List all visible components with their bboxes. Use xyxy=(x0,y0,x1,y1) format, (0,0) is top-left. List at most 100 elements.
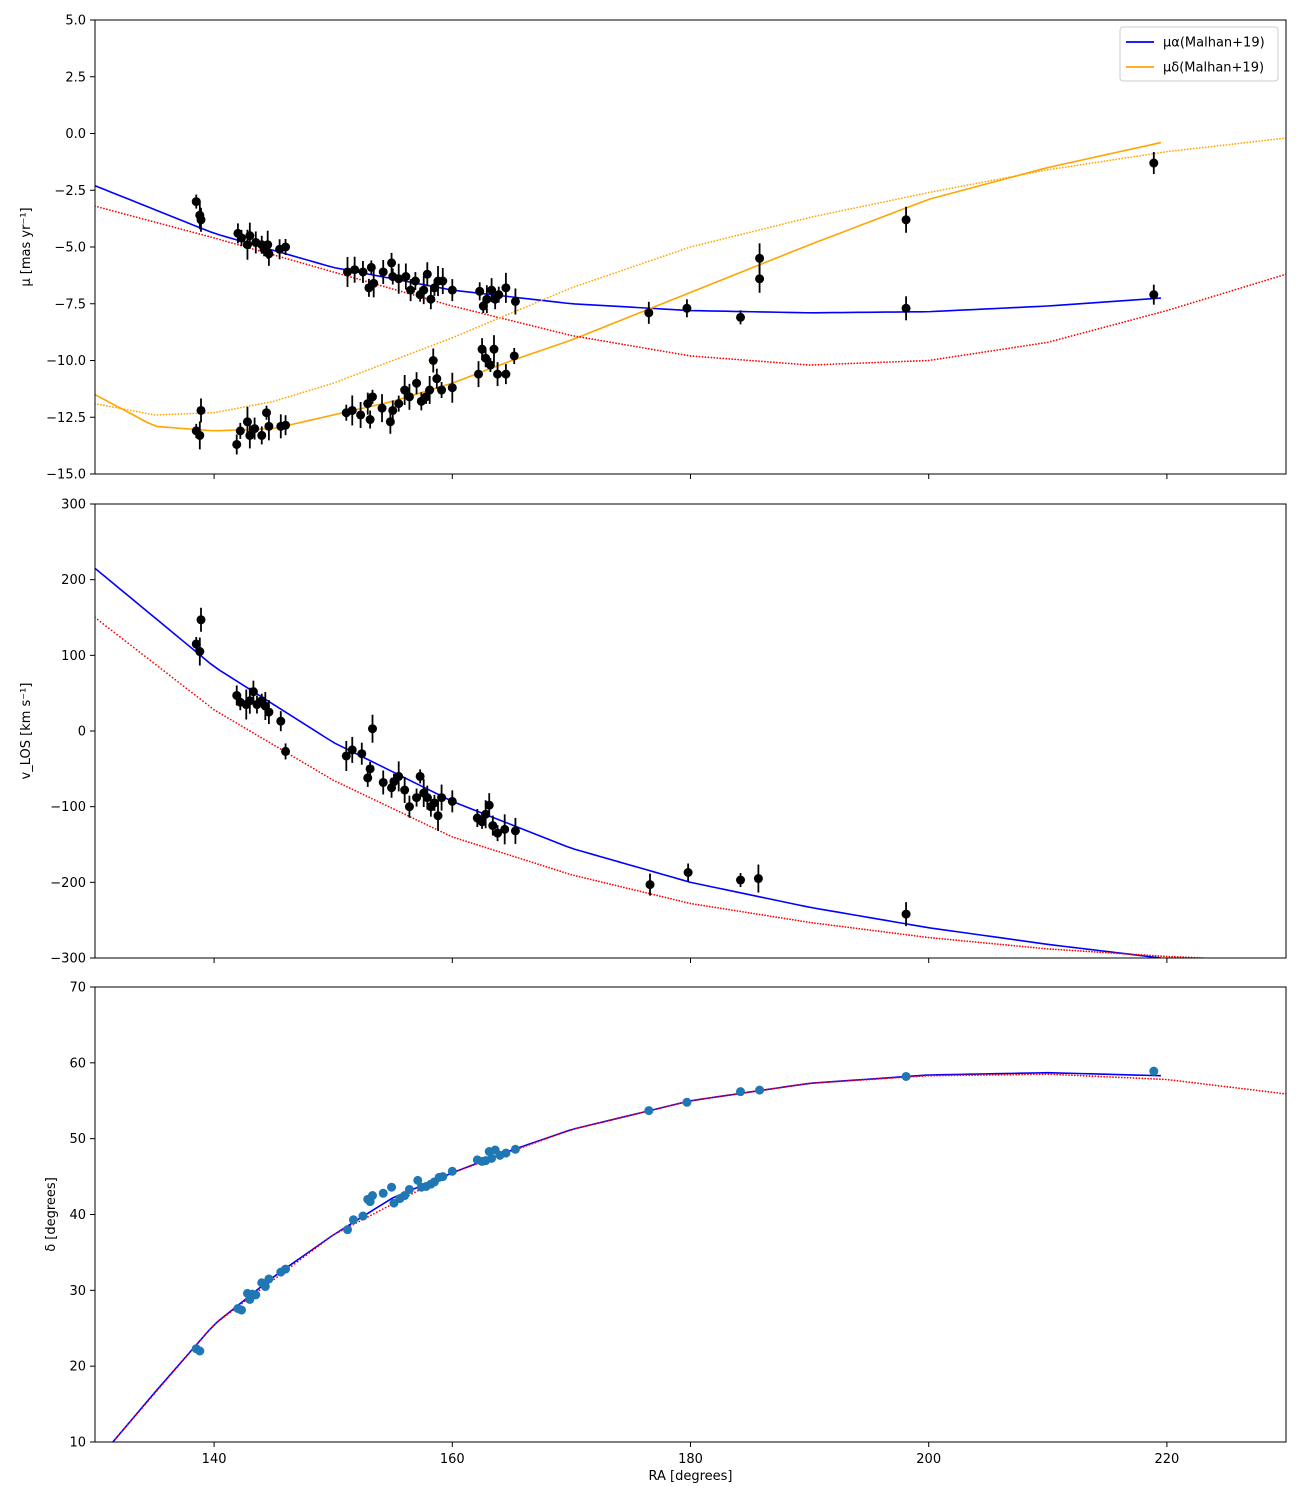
track-dot xyxy=(1216,294,1219,297)
data-point xyxy=(755,253,765,263)
track-dot xyxy=(111,210,114,212)
track-dot xyxy=(469,1165,472,1168)
track-dot xyxy=(141,1407,144,1409)
data-point xyxy=(257,430,267,440)
track-dot xyxy=(694,903,697,906)
data-point xyxy=(437,793,447,803)
track-dot xyxy=(1024,1073,1026,1076)
track-dot xyxy=(546,328,549,331)
track-dot xyxy=(1052,168,1055,170)
track-dot xyxy=(1079,950,1082,952)
series-4-points xyxy=(191,194,1159,325)
track-dot xyxy=(681,900,683,903)
track-dot xyxy=(642,1111,645,1113)
track-dot xyxy=(796,219,799,222)
track-dot xyxy=(162,413,165,416)
track-dot xyxy=(512,855,515,858)
track-dot xyxy=(305,390,308,393)
data-point xyxy=(477,344,487,354)
track-dot xyxy=(362,370,364,373)
track-dot xyxy=(844,209,847,211)
track-dot xyxy=(1252,140,1255,143)
track-dot xyxy=(120,1430,123,1433)
track-dot xyxy=(192,412,195,415)
track-dot xyxy=(683,901,686,904)
track-dot xyxy=(451,336,454,339)
track-dot xyxy=(469,309,472,312)
track-dot xyxy=(769,361,772,363)
track-dot xyxy=(378,1209,381,1212)
track-dot xyxy=(1201,298,1204,301)
track-dot xyxy=(1229,1086,1232,1089)
track-dot xyxy=(218,712,221,714)
track-dot xyxy=(740,358,743,361)
track-dot xyxy=(1027,946,1030,948)
track-dot xyxy=(1198,299,1201,302)
track-dot xyxy=(390,806,393,809)
track-dot xyxy=(799,363,802,366)
track-dot xyxy=(356,373,358,376)
data-point xyxy=(358,1211,368,1221)
track-dot xyxy=(941,937,944,940)
track-dot xyxy=(1177,306,1180,308)
track-dot xyxy=(543,327,546,330)
track-dot xyxy=(138,1410,141,1413)
track-dot xyxy=(110,629,113,632)
track-dot xyxy=(237,243,239,246)
track-dot xyxy=(866,928,869,931)
track-dot xyxy=(627,267,629,270)
track-dot xyxy=(311,1249,314,1252)
track-dot xyxy=(636,1112,639,1115)
track-dot xyxy=(951,355,954,358)
track-dot xyxy=(240,406,242,409)
track-dot xyxy=(746,232,748,234)
track-dot xyxy=(930,191,933,193)
track-dot xyxy=(604,1120,607,1123)
track-dot xyxy=(117,407,120,410)
track-dot xyxy=(724,1094,727,1097)
track-dot xyxy=(1097,1075,1100,1078)
track-dot xyxy=(576,335,579,338)
track-dot xyxy=(1220,1085,1223,1088)
track-dot xyxy=(708,905,711,908)
track-dot xyxy=(658,895,661,898)
track-dot xyxy=(314,265,317,268)
track-dot xyxy=(370,1214,372,1217)
track-dot xyxy=(677,353,680,355)
track-dot xyxy=(805,217,808,220)
track-dot xyxy=(1038,1073,1041,1076)
track-dot xyxy=(668,253,671,256)
track-dot xyxy=(811,364,814,366)
track-dot xyxy=(326,384,329,386)
track-dot xyxy=(704,1097,707,1100)
track-dot xyxy=(138,217,141,219)
data-point xyxy=(447,383,457,393)
track-dot xyxy=(219,238,221,241)
plot-area xyxy=(95,137,1286,455)
data-point xyxy=(191,197,201,207)
track-dot xyxy=(433,343,436,346)
track-dot xyxy=(1222,292,1225,295)
data-point xyxy=(232,439,242,449)
x-tick-label: 180 xyxy=(678,1452,703,1467)
legend-box xyxy=(1119,26,1279,82)
track-dot xyxy=(305,263,308,266)
track-dot xyxy=(636,345,638,348)
track-dot xyxy=(1035,946,1038,949)
track-dot xyxy=(581,1126,584,1128)
track-dot xyxy=(886,200,888,203)
track-dot xyxy=(1040,342,1043,345)
track-dot xyxy=(938,937,941,940)
track-dot xyxy=(235,721,238,724)
data-point xyxy=(644,1106,654,1116)
track-dot xyxy=(1225,291,1228,294)
data-point xyxy=(437,385,447,395)
track-dot xyxy=(921,192,924,195)
track-dot xyxy=(606,274,609,277)
track-dot xyxy=(877,930,880,933)
data-point xyxy=(510,296,520,306)
track-dot xyxy=(719,238,722,241)
track-dot xyxy=(448,338,451,340)
track-dot xyxy=(765,1088,768,1091)
